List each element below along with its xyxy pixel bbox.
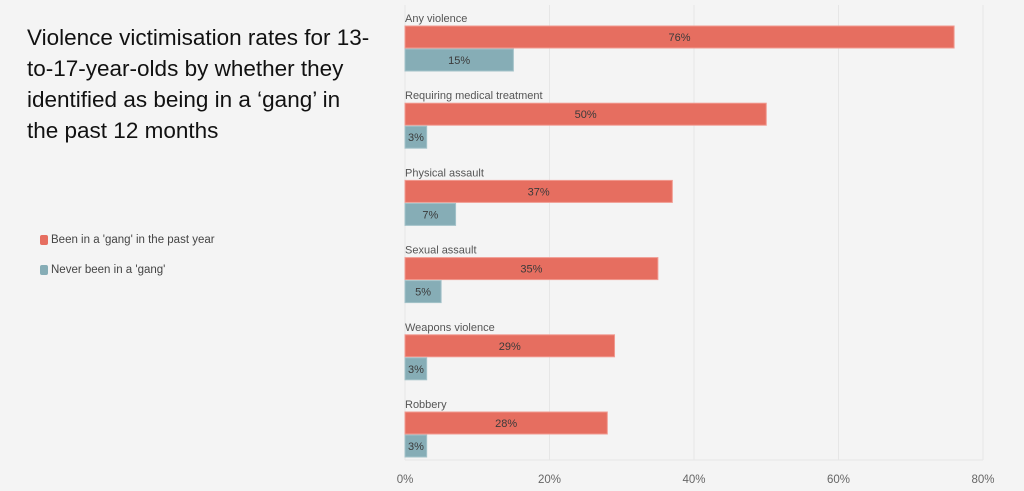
legend: Been in a 'gang' in the past year Never …: [40, 232, 215, 292]
bar-never-gang: [404, 280, 442, 304]
chart-title: Violence victimisation rates for 13-to-1…: [27, 25, 370, 143]
legend-label-gang: Been in a 'gang' in the past year: [51, 234, 215, 246]
category-label: Requiring medical treatment: [405, 90, 543, 102]
legend-item-gang: Been in a 'gang' in the past year: [40, 232, 215, 248]
bar-never-gang: [404, 357, 428, 381]
bar-never-gang: [404, 202, 457, 226]
data-label: 3%: [408, 132, 424, 144]
data-label: 5%: [415, 287, 431, 299]
data-label: 37%: [528, 186, 550, 198]
data-label: 28%: [495, 418, 517, 430]
category-label: Weapons violence: [405, 322, 495, 334]
category-label: Robbery: [405, 399, 447, 411]
x-tick-label: 20%: [538, 474, 561, 486]
data-label: 3%: [408, 441, 424, 453]
bar-gang: [404, 411, 608, 435]
data-label: 29%: [499, 341, 521, 353]
bar-gang: [404, 25, 955, 49]
bar-gang: [404, 257, 659, 281]
x-tick-label: 0%: [397, 474, 414, 486]
category-label: Physical assault: [405, 167, 484, 179]
bar-never-gang: [404, 125, 428, 149]
x-tick-label: 40%: [682, 474, 705, 486]
category-label: Sexual assault: [405, 245, 477, 257]
x-tick-label: 60%: [827, 474, 850, 486]
bar-gang: [404, 179, 673, 203]
legend-label-never-gang: Never been in a 'gang': [51, 264, 166, 276]
bar-gang: [404, 102, 767, 126]
data-label: 15%: [448, 55, 470, 67]
legend-swatch-never-gang: [40, 265, 48, 275]
category-label: Any violence: [405, 13, 467, 25]
bar-never-gang: [404, 48, 514, 72]
data-label: 76%: [669, 32, 691, 44]
data-label: 35%: [520, 264, 542, 276]
data-label: 50%: [575, 109, 597, 121]
data-label: 3%: [408, 364, 424, 376]
legend-item-never-gang: Never been in a 'gang': [40, 262, 215, 278]
bar-gang: [404, 334, 616, 358]
legend-swatch-gang: [40, 235, 48, 245]
x-tick-label: 80%: [971, 474, 994, 486]
data-label: 7%: [422, 209, 438, 221]
bar-never-gang: [404, 434, 428, 458]
